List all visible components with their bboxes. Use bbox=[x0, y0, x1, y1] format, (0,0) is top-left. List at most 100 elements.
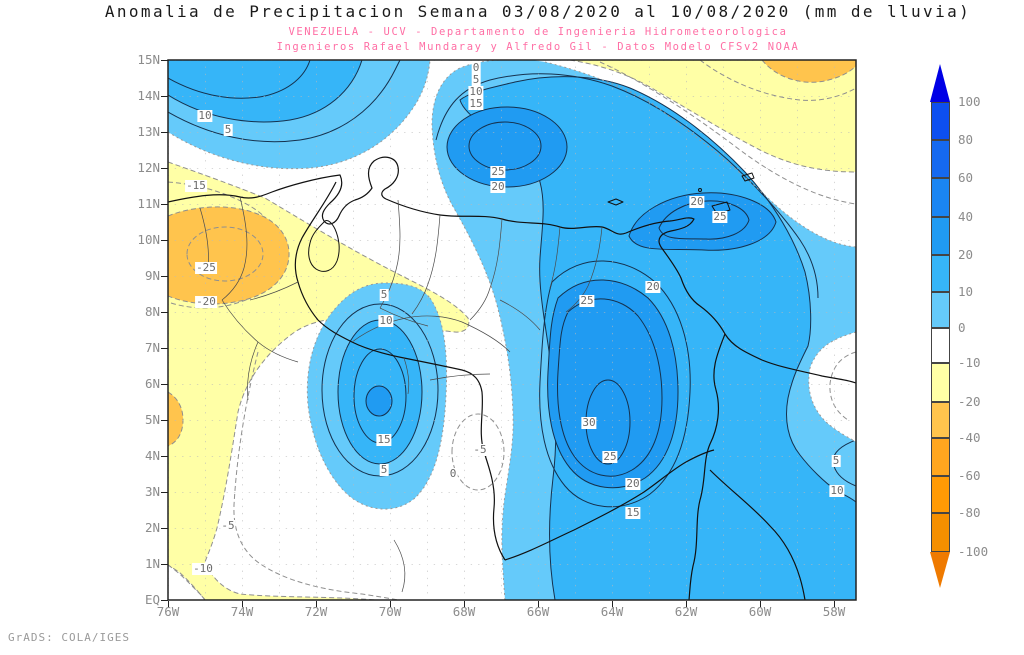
contour-label: 20 bbox=[645, 280, 661, 293]
colorbar-segment bbox=[931, 363, 950, 402]
lat-tick-label: 8N bbox=[144, 304, 160, 319]
lat-tick-mark bbox=[161, 348, 168, 349]
colorbar-segment bbox=[931, 476, 950, 513]
contour-label: 20 bbox=[625, 477, 641, 490]
colorbar-tick-label: -60 bbox=[958, 468, 981, 483]
lat-tick-label: 15N bbox=[137, 52, 160, 67]
lat-tick-mark bbox=[161, 456, 168, 457]
contour-label: 20 bbox=[490, 180, 506, 193]
colorbar-segment bbox=[931, 102, 950, 140]
contour-label: -20 bbox=[195, 295, 217, 308]
lat-tick-mark bbox=[161, 528, 168, 529]
lat-tick-mark bbox=[161, 564, 168, 565]
lat-tick-label: 12N bbox=[137, 160, 160, 175]
lat-tick-mark bbox=[161, 240, 168, 241]
colorbar-segment bbox=[931, 328, 950, 363]
lon-tick-mark bbox=[686, 601, 687, 607]
contour-label: 25 bbox=[602, 450, 618, 463]
lon-tick-mark bbox=[834, 601, 835, 607]
lon-tick-label: 66W bbox=[526, 604, 550, 619]
lat-tick-label: 14N bbox=[137, 88, 160, 103]
colorbar-segment bbox=[931, 438, 950, 476]
coastline-and-borders bbox=[168, 156, 856, 600]
colorbar-tick-label: 20 bbox=[958, 247, 974, 262]
colorbar-arrow-down bbox=[930, 552, 950, 588]
lat-tick-mark bbox=[161, 204, 168, 205]
colorbar-segment bbox=[931, 255, 950, 292]
lat-tick-mark bbox=[161, 384, 168, 385]
lat-tick-label: 3N bbox=[144, 484, 160, 499]
lat-tick-mark bbox=[161, 60, 168, 61]
state-boundaries bbox=[199, 196, 603, 593]
colorbar-segment bbox=[931, 217, 950, 255]
contour-label: 10 bbox=[468, 85, 484, 98]
contour-label: 0 bbox=[471, 61, 481, 74]
colorbar-tick-label: -20 bbox=[958, 394, 981, 409]
lon-tick-label: 60W bbox=[748, 604, 772, 619]
colorbar-segment bbox=[931, 513, 950, 552]
contour-label: 25 bbox=[712, 210, 728, 223]
colorbar-tick-label: -100 bbox=[958, 544, 989, 559]
lat-tick-mark bbox=[161, 312, 168, 313]
contour-label: -5 bbox=[220, 519, 236, 532]
contour-label: 5 bbox=[379, 288, 389, 301]
lat-tick-label: 10N bbox=[137, 232, 160, 247]
colorbar-arrow-up bbox=[930, 64, 950, 102]
subtitle-institution: VENEZUELA - UCV - Departamento de Ingeni… bbox=[288, 26, 788, 38]
lon-tick-label: 74W bbox=[230, 604, 254, 619]
lat-tick-label: 9N bbox=[144, 268, 160, 283]
colorbar-tick-label: -10 bbox=[958, 355, 981, 370]
contour-label: 25 bbox=[579, 294, 595, 307]
contour-label: 5 bbox=[471, 73, 481, 86]
lat-tick-label: 4N bbox=[144, 448, 160, 463]
contour-label: 5 bbox=[223, 123, 233, 136]
lat-tick-mark bbox=[161, 600, 168, 601]
colorbar-segment bbox=[931, 178, 950, 217]
lat-tick-label: 2N bbox=[144, 520, 160, 535]
contour-label: 10 bbox=[829, 484, 845, 497]
contour-label: -5 bbox=[472, 443, 488, 456]
plot-frame bbox=[167, 59, 857, 601]
contour-label: 20 bbox=[689, 195, 705, 208]
lat-tick-label: 7N bbox=[144, 340, 160, 355]
colorbar-tick-label: 60 bbox=[958, 170, 974, 185]
page-title: Anomalia de Precipitacion Semana 03/08/2… bbox=[104, 2, 972, 21]
colorbar-tick-label: 10 bbox=[958, 284, 974, 299]
contour-label: 10 bbox=[197, 109, 213, 122]
contour-label: 5 bbox=[379, 463, 389, 476]
lat-tick-label: EQ bbox=[144, 592, 160, 607]
colorbar-tick-label: 100 bbox=[958, 94, 981, 109]
lat-tick-mark bbox=[161, 276, 168, 277]
colorbar-segment bbox=[931, 402, 950, 438]
contour-label: 25 bbox=[490, 165, 506, 178]
lat-tick-label: 1N bbox=[144, 556, 160, 571]
map-fill-layers bbox=[168, 60, 856, 600]
colorbar-segment bbox=[931, 292, 950, 328]
colorbar-tick-label: 80 bbox=[958, 132, 974, 147]
colorbar-tick-label: 40 bbox=[958, 209, 974, 224]
lat-tick-mark bbox=[161, 132, 168, 133]
contour-label: 10 bbox=[378, 314, 394, 327]
lon-tick-label: 62W bbox=[674, 604, 698, 619]
lon-tick-mark bbox=[242, 601, 243, 607]
lon-tick-label: 64W bbox=[600, 604, 624, 619]
lon-tick-mark bbox=[612, 601, 613, 607]
lon-tick-label: 72W bbox=[304, 604, 328, 619]
lat-tick-label: 6N bbox=[144, 376, 160, 391]
contour-label: 15 bbox=[468, 97, 484, 110]
lat-tick-label: 11N bbox=[137, 196, 160, 211]
contour-label: 5 bbox=[831, 454, 841, 467]
lon-tick-label: 58W bbox=[822, 604, 846, 619]
contour-label: 0 bbox=[448, 467, 458, 480]
colorbar-tick-label: -40 bbox=[958, 430, 981, 445]
lat-tick-label: 13N bbox=[137, 124, 160, 139]
lon-tick-mark bbox=[760, 601, 761, 607]
colorbar-tick-label: -80 bbox=[958, 505, 981, 520]
lon-tick-mark bbox=[464, 601, 465, 607]
lon-tick-label: 76W bbox=[156, 604, 180, 619]
lat-tick-mark bbox=[161, 492, 168, 493]
contour-label: -15 bbox=[185, 179, 207, 192]
lat-tick-label: 5N bbox=[144, 412, 160, 427]
